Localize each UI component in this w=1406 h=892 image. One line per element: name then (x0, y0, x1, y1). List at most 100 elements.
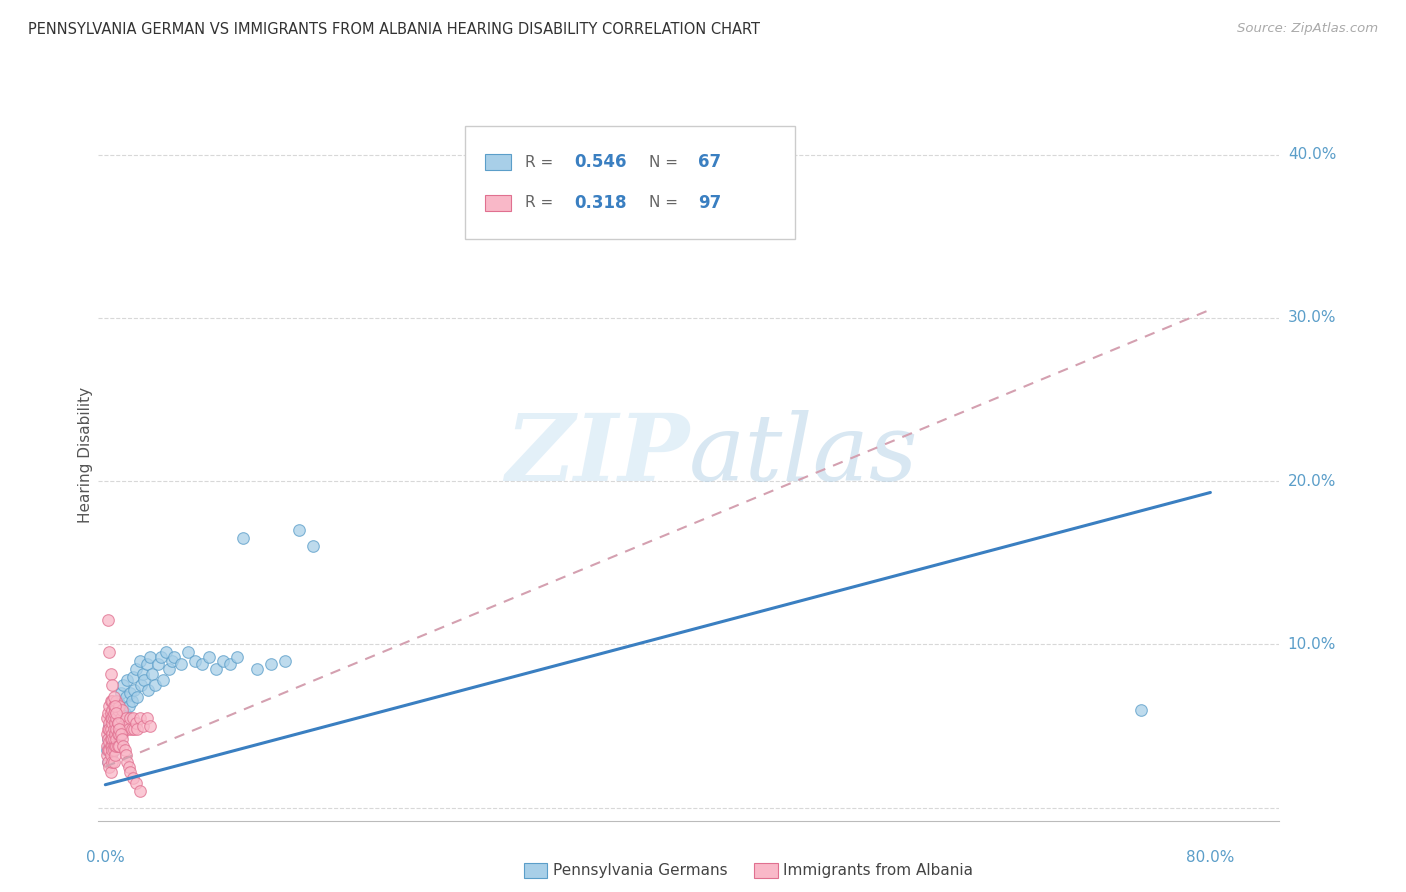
Point (274, 654, 297, 668)
Point (101, 743, 124, 757)
Text: 40.0%: 40.0% (1288, 147, 1336, 162)
Point (124, 723, 146, 737)
Point (218, 657, 240, 671)
Point (108, 699, 131, 714)
Text: 67: 67 (699, 153, 721, 171)
Point (136, 683, 159, 698)
Point (101, 694, 124, 708)
Point (104, 703, 127, 717)
Point (122, 670, 145, 684)
Point (103, 706, 125, 720)
Point (101, 735, 124, 749)
Text: Source: ZipAtlas.com: Source: ZipAtlas.com (1237, 22, 1378, 36)
Point (160, 654, 183, 668)
Point (124, 683, 146, 698)
Point (98, 645, 121, 659)
Point (110, 723, 132, 737)
Point (100, 727, 122, 741)
Point (100, 706, 122, 720)
Point (117, 755, 139, 769)
Point (96, 739, 118, 753)
Point (107, 727, 129, 741)
Point (135, 711, 157, 725)
Point (104, 715, 127, 730)
Point (110, 727, 132, 741)
Point (121, 694, 143, 708)
Point (104, 748, 127, 763)
Text: N =: N = (648, 195, 683, 211)
Point (103, 743, 125, 757)
FancyBboxPatch shape (464, 126, 796, 239)
Point (111, 727, 134, 741)
Text: R =: R = (524, 195, 558, 211)
Point (100, 666, 122, 681)
Point (110, 711, 132, 725)
Point (103, 743, 125, 757)
Point (115, 715, 138, 730)
Point (108, 706, 131, 720)
Point (146, 657, 169, 671)
Text: 20.0%: 20.0% (1288, 474, 1336, 489)
Text: 80.0%: 80.0% (1187, 850, 1234, 865)
Point (118, 699, 141, 714)
Point (110, 686, 132, 700)
Point (131, 666, 153, 681)
Point (101, 731, 124, 746)
Point (155, 645, 177, 659)
Point (103, 711, 125, 725)
Point (104, 699, 127, 714)
Point (118, 760, 141, 774)
Point (1130, 703, 1153, 717)
Point (246, 662, 269, 676)
Point (114, 743, 136, 757)
Point (103, 739, 125, 753)
Point (98, 723, 121, 737)
Point (110, 723, 132, 737)
Point (98, 760, 121, 774)
Point (100, 764, 122, 779)
Point (111, 699, 134, 714)
Point (97, 755, 120, 769)
Point (103, 723, 125, 737)
Point (107, 703, 129, 717)
Text: Pennsylvania Germans: Pennsylvania Germans (553, 863, 728, 878)
Point (97, 731, 120, 746)
Point (103, 699, 125, 714)
Point (125, 776, 148, 790)
Point (97, 706, 120, 720)
Point (100, 748, 122, 763)
Point (149, 650, 172, 665)
Point (101, 703, 124, 717)
Point (104, 703, 127, 717)
Point (118, 723, 141, 737)
Point (108, 723, 131, 737)
Point (105, 711, 128, 725)
Text: 0.0%: 0.0% (86, 850, 125, 865)
Text: N =: N = (648, 155, 683, 169)
Point (101, 678, 124, 692)
Point (103, 690, 125, 704)
Point (112, 739, 135, 753)
Point (105, 739, 128, 753)
Point (97, 755, 120, 769)
Point (115, 711, 138, 725)
Point (98, 715, 121, 730)
Point (105, 723, 128, 737)
Point (98, 735, 121, 749)
FancyBboxPatch shape (485, 194, 510, 211)
FancyBboxPatch shape (523, 863, 547, 878)
Point (115, 690, 138, 704)
Point (105, 706, 128, 720)
Point (101, 739, 124, 753)
Point (98, 739, 121, 753)
Point (232, 531, 254, 545)
Point (104, 731, 127, 746)
Point (100, 739, 122, 753)
Point (157, 662, 180, 676)
Point (96, 727, 118, 741)
Point (132, 673, 155, 688)
Point (191, 657, 214, 671)
Point (108, 739, 131, 753)
Point (103, 755, 125, 769)
Point (101, 715, 124, 730)
